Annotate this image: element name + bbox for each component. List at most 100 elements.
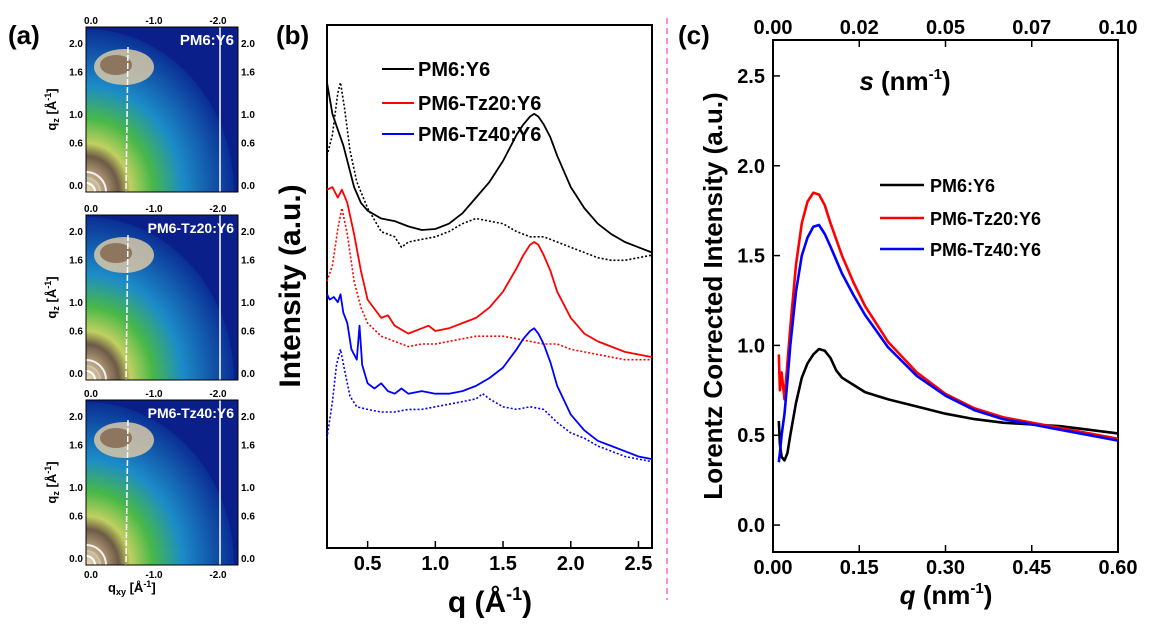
pattern-ytick-right: 0.0 [241, 554, 255, 565]
pattern-xtick: 0.0 [84, 16, 98, 27]
detector-gap [125, 419, 129, 566]
panel-c-xlabel: q (nm-1) [900, 580, 993, 610]
panel-b-ylabel: Intensity (a.u.) [274, 184, 307, 387]
pattern-xtick-bottom: -1.0 [145, 570, 163, 581]
panel-b-label: (b) [276, 20, 309, 50]
c-toptick-label: 0.10 [1099, 17, 1138, 39]
pattern-ytick: 0.6 [69, 511, 83, 522]
c-toptick-label: 0.02 [840, 17, 879, 39]
pattern-ytick: 2.0 [69, 412, 83, 423]
series-line [777, 191, 1119, 441]
detector-gap [125, 234, 129, 381]
pattern-frame [85, 399, 239, 566]
pattern-ylabel: qz [Å-1] [43, 461, 61, 503]
pattern-xtick: -2.0 [209, 389, 227, 400]
pattern-hotspot-core [100, 55, 132, 75]
c-toptick-label: 0.05 [926, 17, 965, 39]
c-toptick-label: 0.07 [1012, 17, 1051, 39]
pattern-ytick: 0.6 [69, 326, 83, 337]
pattern-xtick: -2.0 [209, 16, 227, 27]
pattern-ring [85, 550, 101, 566]
pattern-ytick-right: 2.0 [241, 39, 255, 50]
series-line [326, 348, 653, 463]
c-toptick-label: 0.00 [754, 17, 793, 39]
legend-c-tz20: PM6-Tz20:Y6 [930, 209, 1041, 229]
pattern-frame [85, 214, 239, 381]
b-xtick-label: 2.5 [625, 553, 653, 575]
series-line [777, 347, 1119, 462]
c-ytick-label: 1.5 [737, 246, 765, 268]
pattern-ring [85, 177, 101, 193]
legend-b-tz40: PM6-Tz40:Y6 [418, 124, 541, 146]
pattern-ytick: 1.6 [69, 255, 83, 266]
legend-c-tz40: PM6-Tz40:Y6 [930, 240, 1041, 260]
gisaxs-pattern: PM6-Tz20:Y6 0.0 -1.0 -2.0 0.0 0.0 0.6 0.6 1.0 1.0… [43, 204, 255, 381]
legend-b-pm6y6: PM6:Y6 [418, 59, 490, 81]
b-xtick-label: 0.5 [354, 553, 382, 575]
panel-a-label: (a) [8, 20, 40, 50]
pattern-ytick-right: 1.0 [241, 298, 255, 309]
pattern-ytick-right: 2.0 [241, 412, 255, 423]
pattern-ytick-right: 0.6 [241, 326, 255, 337]
pattern-xtick: 0.0 [84, 389, 98, 400]
pattern-ytick: 1.6 [69, 440, 83, 451]
panel-c-toplabel: s (nm-1) [859, 66, 950, 96]
pattern-ytick-right: 0.6 [241, 138, 255, 149]
c-xtick-label: 0.30 [926, 557, 965, 579]
series-line [326, 207, 652, 361]
pattern-ytick: 0.0 [69, 181, 83, 192]
pattern-hotspot-core [100, 428, 132, 448]
legend-c-pm6y6: PM6:Y6 [930, 176, 995, 196]
panel-b-legend: PM6:Y6 PM6-Tz20:Y6 PM6-Tz40:Y6 [382, 59, 541, 146]
b-xtick-label: 1.0 [421, 553, 449, 575]
panel-a: (a) PM6:Y6 0.0 -1.0 -2.0 0.0 0.0 0.6 0.6 1.0 1.0 1… [8, 16, 255, 597]
pattern-xtick: -1.0 [145, 16, 163, 27]
pattern-hotspot-core [100, 243, 132, 263]
gisaxs-pattern: PM6:Y6 0.0 -1.0 -2.0 0.0 0.0 0.6 0.6 1.0 1.0 1.6 1.… [43, 16, 255, 193]
panel-b: (b) 0.5 1.0 1.5 2.0 2.5 Intensity (a.u.) q (… [274, 20, 653, 619]
pattern-xtick: -1.0 [145, 204, 163, 215]
panel-c-ylabel: Lorentz Corrected Intensity (a.u.) [698, 92, 728, 499]
series-line [326, 82, 653, 254]
pattern-ytick: 2.0 [69, 227, 83, 238]
panel-b-frame [326, 24, 653, 549]
c-xtick-label: 0.60 [1099, 557, 1138, 579]
pattern-ytick: 0.6 [69, 138, 83, 149]
pattern-ytick-right: 0.0 [241, 369, 255, 380]
pattern-ylabel: qz [Å-1] [43, 276, 61, 318]
panel-a-xlabel: qxy [Å-1] [108, 579, 156, 597]
b-xtick-label: 2.0 [557, 553, 585, 575]
pattern-label: PM6:Y6 [180, 32, 234, 49]
pattern-xtick: -2.0 [209, 204, 227, 215]
pattern-ytick: 1.6 [69, 67, 83, 78]
pattern-ylabel: qz [Å-1] [43, 88, 61, 130]
pattern-ytick-right: 1.0 [241, 483, 255, 494]
panel-c-legend: PM6:Y6 PM6-Tz20:Y6 PM6-Tz40:Y6 [880, 176, 1041, 260]
panel-c-frame [772, 39, 1119, 553]
c-ytick-label: 0.5 [737, 425, 765, 447]
pattern-xtick: -1.0 [145, 389, 163, 400]
b-xtick-label: 1.5 [489, 553, 517, 575]
pattern-ytick-right: 0.6 [241, 511, 255, 522]
c-xtick-label: 0.00 [754, 557, 793, 579]
series-line [326, 186, 653, 358]
pattern-ytick-right: 2.0 [241, 227, 255, 238]
pattern-ring [85, 555, 96, 566]
pattern-ytick-right: 1.6 [241, 440, 255, 451]
gisaxs-pattern: PM6-Tz40:Y60.0 -1.0 -2.00.0 0.00.6 0.61.0 1.0… [43, 389, 255, 581]
panel-b-xlabel: q (Å-1) [448, 584, 532, 619]
c-xtick-label: 0.15 [840, 557, 879, 579]
pattern-label: PM6-Tz20:Y6 [148, 220, 235, 236]
pattern-ytick: 1.0 [69, 483, 83, 494]
legend-b-tz20: PM6-Tz20:Y6 [418, 93, 541, 115]
c-ytick-label: 1.0 [737, 335, 765, 357]
c-ytick-label: 2.0 [737, 156, 765, 178]
panel-c: (c) 0.00 0.15 0.30 0.45 0.60 0.0 0.5 1.0 1.5 2.0 2… [678, 17, 1137, 610]
panel-c-label: (c) [678, 20, 710, 50]
series-line [326, 293, 653, 460]
c-ytick-label: 0.0 [737, 515, 765, 537]
pattern-ytick: 1.0 [69, 110, 83, 121]
pattern-ring [85, 544, 107, 566]
pattern-ring [85, 182, 96, 193]
